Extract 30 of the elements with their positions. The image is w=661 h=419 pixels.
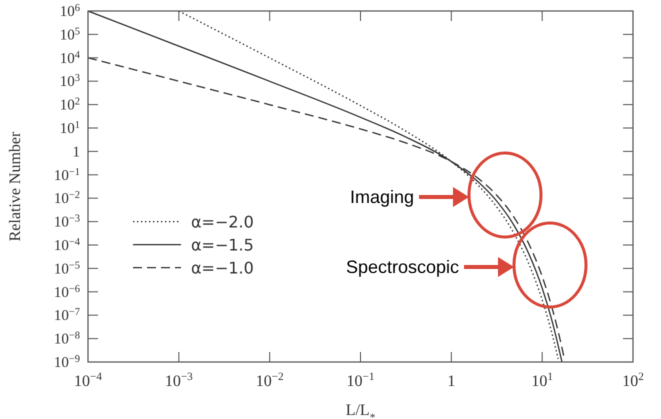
y-tick-label: 10$^{4}$: [60, 49, 81, 67]
x-tick-label: 10$^{−2}$: [256, 371, 284, 390]
y-tick-label: 10$^{−5}$: [54, 260, 80, 278]
x-axis-title: L/L$_{*}$: [346, 402, 376, 419]
y-tick-label: 10$^{−4}$: [54, 236, 81, 254]
y-tick-label: 10$^{−7}$: [54, 306, 80, 324]
y-tick-label: 10$^{1}$: [60, 120, 80, 137]
x-tick-label: 10$^{2}$: [622, 371, 644, 390]
y-tick-label: 10$^{6}$: [60, 2, 80, 20]
y-tick-label: 10$^{−6}$: [54, 283, 80, 301]
x-tick-label: 10$^{−3}$: [164, 371, 194, 390]
annotation: Imaging: [350, 187, 414, 207]
y-axis-title: Relative Number: [7, 130, 24, 242]
y-tick-label: 10$^{−9}$: [54, 354, 80, 371]
legend-label: α=−2.0: [191, 212, 254, 232]
annotation: Spectroscopic: [346, 257, 459, 277]
y-tick-label: 10$^{−3}$: [54, 213, 80, 231]
legend-label: α=−1.0: [191, 258, 254, 278]
y-tick-label: 10$^{3}$: [60, 72, 80, 90]
y-tick-label: 10$^{−1}$: [54, 166, 80, 184]
y-tick-label: 10$^{−2}$: [54, 190, 80, 208]
x-tick-label: 10$^{1}$: [531, 371, 553, 390]
x-tick-label: 1: [447, 373, 456, 390]
x-tick-label: 10$^{−4}$: [74, 371, 102, 390]
y-tick-label: 10$^{2}$: [60, 96, 80, 114]
y-tick-label: 1: [72, 144, 80, 160]
x-tick-label: 10$^{−1}$: [346, 371, 374, 390]
legend-label: α=−1.5: [191, 236, 254, 255]
y-tick-label: 10$^{−8}$: [54, 330, 80, 348]
y-tick-label: 10$^{5}$: [60, 26, 80, 44]
